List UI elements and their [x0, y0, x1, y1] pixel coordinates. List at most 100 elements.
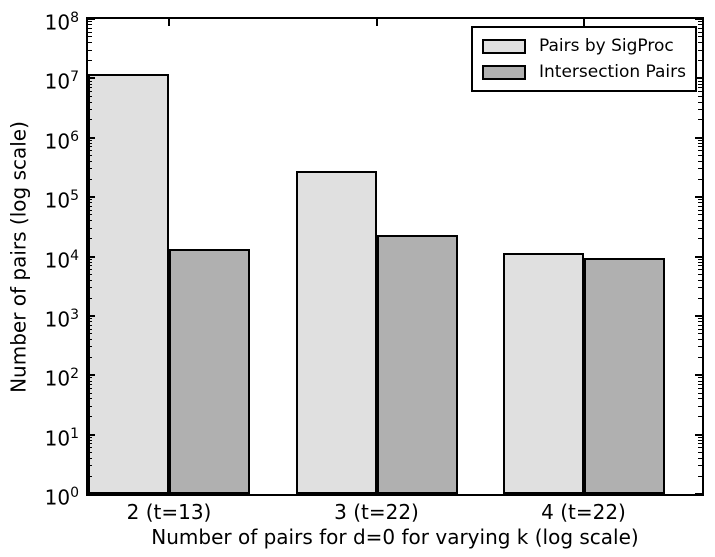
axis-tick	[88, 91, 92, 93]
axis-tick	[582, 487, 585, 494]
axis-tick	[698, 261, 702, 263]
axis-tick	[698, 258, 702, 260]
axis-tick	[88, 333, 92, 335]
y-tick-label: 105	[44, 188, 79, 213]
axis-tick	[88, 439, 92, 441]
bar-intersection-pairs	[169, 248, 250, 494]
legend-item-sigproc: Pairs by SigProc	[481, 33, 686, 59]
axis-tick	[88, 457, 92, 459]
y-tick-label: 107	[44, 69, 79, 95]
axis-tick	[88, 220, 92, 222]
axis-tick	[88, 297, 92, 299]
axis-tick	[698, 273, 702, 275]
axis-tick	[88, 196, 95, 199]
axis-tick	[698, 101, 702, 103]
axis-tick	[698, 346, 702, 348]
y-tick-label: 102	[44, 366, 79, 391]
axis-tick	[375, 19, 378, 26]
axis-tick	[698, 24, 702, 26]
axis-tick	[88, 451, 92, 453]
axis-tick	[698, 80, 702, 82]
axis-tick	[88, 265, 92, 267]
axis-tick	[698, 36, 702, 38]
axis-tick	[698, 398, 702, 400]
x-axis-label: Number of pairs for d=0 for varying k (l…	[151, 525, 639, 549]
axis-tick	[375, 487, 378, 494]
axis-tick	[88, 205, 92, 207]
axis-tick	[698, 328, 702, 330]
axis-tick	[88, 83, 92, 85]
axis-tick	[698, 31, 702, 33]
axis-tick	[698, 139, 702, 141]
axis-tick	[88, 405, 92, 407]
axis-tick	[695, 374, 702, 377]
y-tick-label: 100	[44, 485, 79, 510]
axis-tick	[695, 136, 702, 139]
axis-tick	[88, 155, 92, 157]
axis-tick	[698, 209, 702, 211]
axis-tick	[695, 493, 702, 495]
axis-tick	[88, 139, 92, 141]
axis-tick	[698, 119, 702, 121]
axis-tick	[698, 339, 702, 340]
axis-tick	[698, 324, 702, 326]
axis-tick	[88, 387, 92, 389]
axis-tick	[698, 405, 702, 407]
axis-tick	[88, 227, 92, 229]
axis-tick	[88, 398, 92, 400]
legend-label-sigproc: Pairs by SigProc	[538, 36, 674, 56]
axis-tick	[88, 101, 92, 103]
axis-tick	[698, 160, 702, 162]
axis-tick	[698, 27, 702, 29]
axis-tick	[88, 49, 92, 51]
axis-tick	[88, 339, 92, 340]
axis-tick	[88, 328, 92, 330]
axis-tick	[88, 146, 92, 148]
axis-tick	[88, 42, 92, 44]
x-tick-label: 3 (t=22)	[334, 500, 419, 524]
axis-tick	[698, 318, 702, 320]
axis-tick	[698, 214, 702, 216]
axis-tick	[168, 19, 170, 26]
axis-tick	[698, 178, 702, 180]
axis-tick	[88, 475, 92, 477]
axis-tick	[88, 258, 92, 260]
axis-tick	[88, 380, 92, 382]
axis-tick	[88, 168, 92, 170]
axis-tick	[88, 119, 92, 121]
plot-area: Pairs by SigProc Intersection Pairs	[86, 17, 704, 496]
axis-tick	[698, 279, 702, 281]
axis-tick	[88, 77, 95, 80]
axis-tick	[88, 287, 92, 289]
axis-tick	[698, 451, 702, 453]
axis-tick	[698, 91, 702, 93]
axis-tick	[88, 31, 92, 33]
axis-tick	[88, 60, 92, 61]
axis-tick	[88, 377, 92, 379]
axis-tick	[88, 383, 92, 385]
axis-tick	[698, 202, 702, 204]
axis-tick	[88, 150, 92, 152]
axis-tick	[698, 377, 702, 379]
axis-tick	[695, 314, 702, 317]
axis-tick	[698, 220, 702, 222]
axis-tick	[695, 433, 702, 436]
axis-tick	[88, 261, 92, 263]
axis-tick	[88, 416, 92, 418]
axis-tick	[698, 83, 702, 85]
bar-pairs-by-sigproc	[502, 252, 584, 494]
axis-tick	[698, 287, 702, 289]
axis-tick	[88, 314, 95, 317]
axis-tick	[698, 146, 702, 148]
axis-tick	[695, 255, 702, 258]
axis-tick	[88, 447, 92, 449]
legend-label-intersection: Intersection Pairs	[538, 62, 686, 82]
axis-tick	[88, 199, 92, 201]
axis-tick	[88, 87, 92, 89]
axis-tick	[698, 265, 702, 267]
axis-tick	[88, 160, 92, 162]
axis-tick	[698, 447, 702, 449]
axis-tick	[698, 269, 702, 271]
axis-tick	[698, 475, 702, 477]
axis-tick	[88, 95, 92, 97]
